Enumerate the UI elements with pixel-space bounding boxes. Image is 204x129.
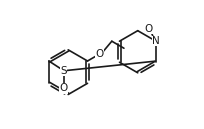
Text: O: O [59,83,68,93]
Text: S: S [60,66,67,76]
Text: O: O [145,24,153,34]
Text: N: N [152,36,160,46]
Text: O: O [95,49,104,59]
